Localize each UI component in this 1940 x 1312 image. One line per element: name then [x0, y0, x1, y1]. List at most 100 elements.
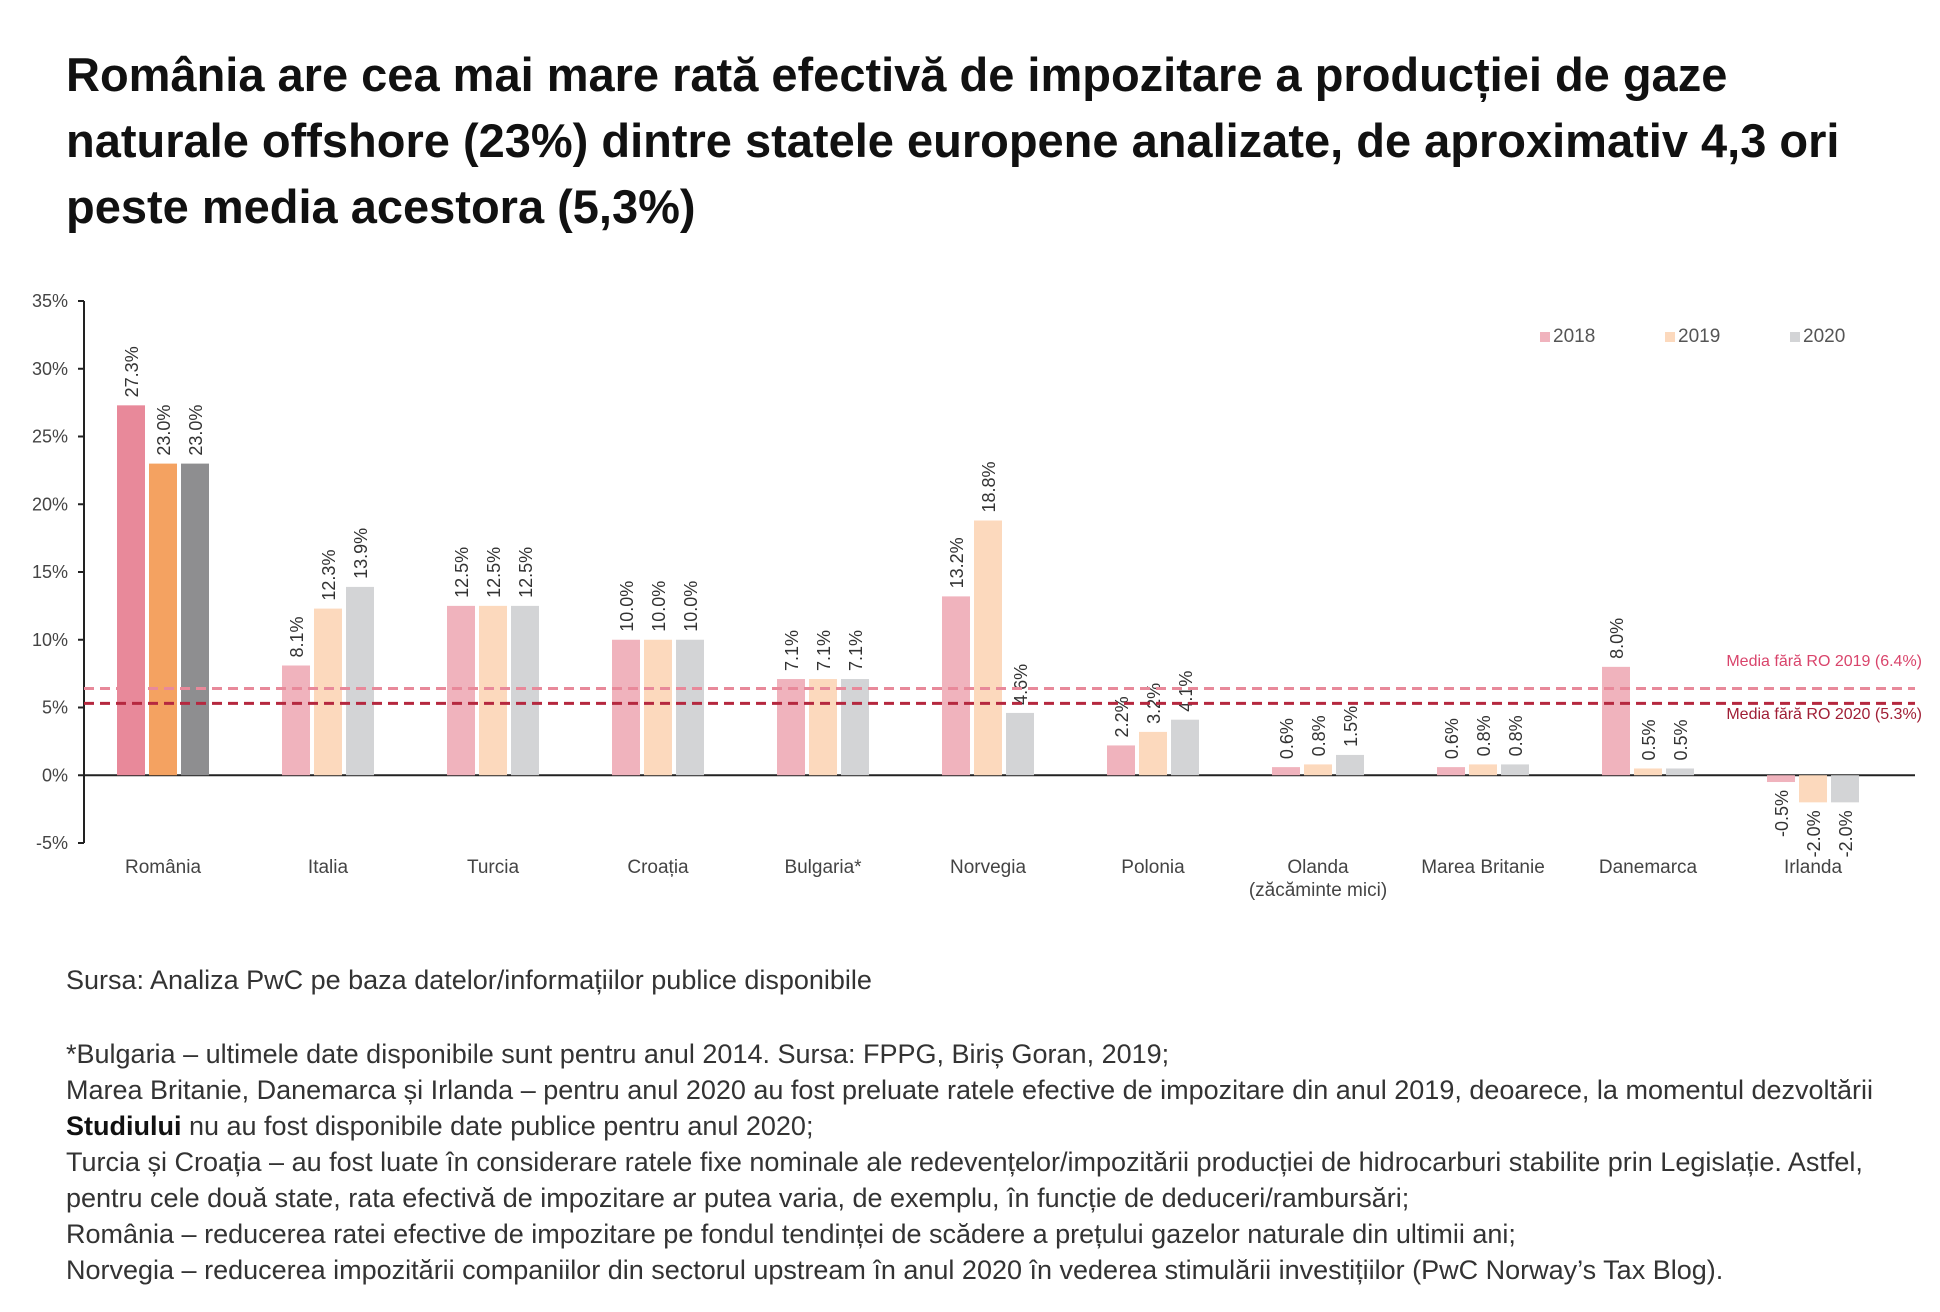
bar-2018: [612, 639, 640, 776]
bar-2020: [1831, 775, 1859, 803]
bar-chart: 35% 30% 25% 20% 15% 10% 5% 0% -5% 27.3% 23.0% 23.0…: [32, 291, 1922, 901]
y-tick-label: 5%: [42, 698, 68, 718]
data-label: 0.6%: [1277, 718, 1297, 759]
bar-2019: [644, 639, 672, 776]
category-label: Marea Britanie: [1421, 857, 1545, 878]
category-label: Polonia: [1121, 857, 1185, 878]
data-label: 0.5%: [1639, 719, 1659, 760]
bar-2018: [1767, 775, 1795, 783]
legend-label: 2019: [1678, 326, 1720, 347]
data-label: 7.1%: [782, 630, 802, 671]
category-label: Turcia: [467, 857, 520, 878]
y-tick-label: 25%: [32, 427, 68, 447]
data-label: -2.0%: [1804, 810, 1824, 857]
page-title: România are cea mai mare rată efectivă d…: [66, 48, 1840, 233]
data-label: 13.2%: [947, 537, 967, 588]
data-label: 0.6%: [1442, 718, 1462, 759]
y-tick-label: 35%: [32, 291, 68, 311]
bar-2019: [1139, 731, 1167, 776]
data-label: 18.8%: [979, 461, 999, 512]
category-label: Danemarca: [1599, 857, 1698, 878]
bar-2020: [1336, 754, 1364, 776]
footnote-turkey-croatia: Turcia și Croația – au fost luate în con…: [66, 1147, 1863, 1213]
y-tick-label: -5%: [36, 833, 68, 853]
bar-2019: [809, 679, 837, 776]
source-note: Sursa: Analiza PwC pe baza datelor/infor…: [66, 965, 872, 995]
bar-2018: [1602, 666, 1630, 776]
footnote-romania: România – reducerea ratei efective de im…: [66, 1219, 1516, 1249]
bar-series: 27.3% 23.0% 23.0% 8.1% 12.3% 13.9% 12.5% 12.5% 1…: [117, 346, 1859, 857]
footnote-norway: Norvegia – reducerea impozitării compani…: [66, 1255, 1724, 1285]
bar-2019: [1469, 764, 1497, 776]
legend-swatch: [1665, 332, 1675, 342]
bar-2018: [1272, 767, 1300, 776]
bar-2019: [1304, 764, 1332, 776]
bar-2019: [1799, 775, 1827, 803]
bar-2018: [1437, 767, 1465, 776]
category-label: Italia: [308, 857, 349, 878]
category-label: Norvegia: [950, 857, 1026, 878]
data-label: 12.5%: [452, 547, 472, 598]
category-label: Olanda: [1287, 857, 1349, 878]
bar-2018: [447, 605, 475, 776]
footnote-bulgaria: *Bulgaria – ultimele date disponibile su…: [66, 1039, 1170, 1069]
legend-label: 2018: [1553, 326, 1595, 347]
legend-swatch: [1540, 332, 1550, 342]
data-label: 4.1%: [1176, 671, 1196, 712]
bar-2018: [1107, 745, 1135, 776]
category-label: (zăcăminte mici): [1249, 880, 1387, 901]
bar-2020: [346, 586, 374, 776]
footnote-text: nu au fost disponibile date publice pent…: [181, 1111, 814, 1141]
bar-2019: [479, 605, 507, 776]
bar-2019: [1634, 768, 1662, 776]
bar-2018: [777, 679, 805, 776]
bar-2019: [149, 463, 177, 776]
data-label: 10.0%: [649, 581, 669, 632]
legend: 2018 2019 2020: [1540, 326, 1845, 347]
data-label: 7.1%: [814, 630, 834, 671]
data-label: 10.0%: [681, 581, 701, 632]
bar-2020: [181, 463, 209, 776]
legend-swatch: [1790, 332, 1800, 342]
y-tick-label: 20%: [32, 494, 68, 514]
category-label: România: [125, 857, 201, 878]
data-label: 8.0%: [1607, 618, 1627, 659]
y-axis: 35% 30% 25% 20% 15% 10% 5% 0% -5%: [32, 291, 1915, 853]
bar-2020: [1171, 719, 1199, 776]
category-label: Irlanda: [1784, 857, 1843, 878]
bar-2020: [1006, 712, 1034, 776]
x-axis-labels: România Italia Turcia Croația Bulgaria* Norve…: [125, 857, 1842, 901]
data-label: 23.0%: [186, 405, 206, 456]
bar-2018: [282, 665, 310, 776]
data-label: 1.5%: [1341, 706, 1361, 747]
data-label: 23.0%: [154, 405, 174, 456]
data-label: 13.9%: [351, 528, 371, 579]
category-label: Bulgaria*: [784, 857, 862, 878]
data-label: 8.1%: [287, 616, 307, 657]
data-label: 2.2%: [1112, 696, 1132, 737]
data-label: 0.8%: [1506, 715, 1526, 756]
bar-2020: [841, 679, 869, 776]
data-label: -2.0%: [1836, 810, 1856, 857]
footnote-uk-dk-ie: Marea Britanie, Danemarca și Irlanda – p…: [66, 1072, 1926, 1144]
data-label: 12.5%: [516, 547, 536, 598]
data-label: 12.3%: [319, 550, 339, 601]
footnote-bold-term: Studiului: [66, 1111, 182, 1141]
legend-label: 2020: [1803, 326, 1845, 347]
data-label: 0.8%: [1474, 715, 1494, 756]
bar-2020: [1501, 764, 1529, 776]
category-label: Croația: [627, 857, 689, 878]
footnote-text: Marea Britanie, Danemarca și Irlanda – p…: [66, 1075, 1874, 1105]
data-label: 12.5%: [484, 547, 504, 598]
y-tick-label: 15%: [32, 562, 68, 582]
average-line-label: Media fără RO 2020 (5.3%): [1726, 706, 1922, 723]
y-tick-label: 0%: [42, 765, 68, 785]
data-label: -0.5%: [1772, 790, 1792, 837]
average-line-label: Media fără RO 2019 (6.4%): [1726, 653, 1922, 670]
bar-2020: [676, 639, 704, 776]
y-tick-label: 10%: [32, 630, 68, 650]
footnotes: *Bulgaria – ultimele date disponibile su…: [66, 1036, 1926, 1288]
bar-2019: [974, 520, 1002, 776]
reference-lines: Media fără RO 2019 (6.4%) Media fără RO 2…: [84, 653, 1922, 723]
bar-2019: [314, 608, 342, 776]
